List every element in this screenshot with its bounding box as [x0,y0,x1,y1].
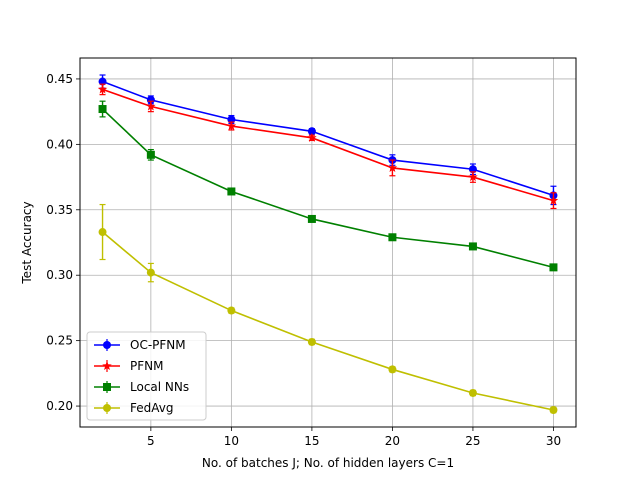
legend-box [86,331,207,421]
data-point [549,405,558,414]
data-point [388,233,397,242]
plot-frame [79,57,577,428]
data-point [307,132,317,142]
data-point [387,162,398,172]
data-point [307,214,316,223]
y-tick-label: 0.35 [46,203,73,217]
data-point [227,306,236,315]
data-point [146,150,155,159]
legend-marker [103,383,111,391]
legend-label: Local NNs [130,380,189,394]
legend-marker [103,341,111,349]
data-point [226,121,237,131]
y-axis-title: Test Accuracy [20,201,34,284]
legend-label: FedAvg [130,401,173,415]
series-layer [97,74,559,414]
x-tick-label: 20 [385,434,400,448]
legend-entry: PFNM [94,359,163,373]
data-point [146,268,155,277]
data-point [468,388,477,397]
x-tick-label: 25 [465,434,480,448]
data-point [468,172,478,182]
legend-entry: Local NNs [94,380,189,394]
data-point [548,195,559,205]
legend-entry: FedAvg [94,401,173,415]
legend-label: PFNM [130,359,163,373]
legend-marker [103,404,111,412]
data-point [388,365,397,374]
y-tick-label: 0.25 [46,334,73,348]
legend: OC-PFNM PFNM Local NNs FedAvg [86,331,207,421]
data-point [227,115,236,124]
data-point [227,187,236,196]
x-tick-label: 30 [546,434,561,448]
y-tick-label: 0.20 [46,399,73,413]
data-point [468,242,477,251]
legend-label: OC-PFNM [130,338,186,352]
data-point [307,337,316,346]
data-point [97,84,108,94]
legend-entry: OC-PFNM [94,338,186,352]
data-point [307,127,316,136]
data-point [98,228,107,237]
data-point [98,77,107,86]
data-point [146,101,156,111]
x-tick-label: 15 [304,434,319,448]
data-point [468,165,477,174]
series-fedavg [98,203,558,414]
series-local-nns [98,100,558,272]
x-axis-title: No. of batches J; No. of hidden layers C… [202,456,454,470]
x-tick-label: 5 [147,434,155,448]
legend-marker [102,361,112,371]
y-tick-label: 0.45 [46,72,73,86]
ticks: 5 10 15 20 25 30 0.20 0.25 0.30 0.35 0.40 0.45 [46,72,561,448]
data-point [98,105,107,114]
series-pfnm [97,83,559,210]
x-tick-label: 10 [224,434,239,448]
y-tick-label: 0.40 [46,137,73,151]
data-point [146,95,155,104]
data-point [549,263,558,272]
y-tick-label: 0.30 [46,268,73,282]
